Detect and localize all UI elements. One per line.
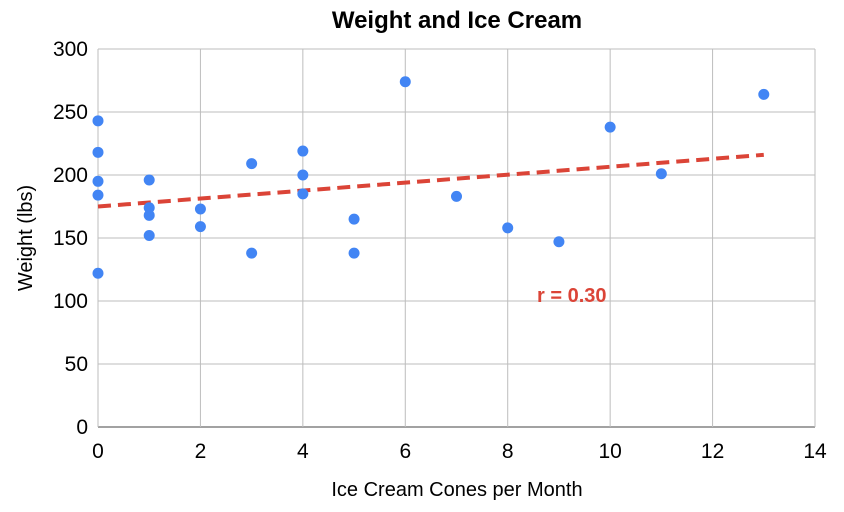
x-tick-label: 14 [803, 440, 827, 463]
data-point [604, 121, 616, 133]
data-point [297, 169, 309, 181]
y-tick-label: 200 [53, 164, 88, 187]
data-point [246, 247, 258, 259]
correlation-annotation: r = 0.30 [537, 285, 607, 307]
x-axis-label: Ice Cream Cones per Month [331, 479, 582, 501]
data-point [194, 221, 206, 233]
data-point [246, 158, 258, 170]
data-points [92, 76, 770, 279]
data-point [399, 76, 411, 88]
y-tick-label: 100 [53, 290, 88, 313]
chart-title: Weight and Ice Cream [332, 7, 582, 34]
data-point [143, 229, 155, 241]
y-tick-label: 150 [53, 227, 88, 250]
data-point [194, 203, 206, 215]
data-point [143, 209, 155, 221]
y-tick-label: 0 [76, 416, 88, 439]
y-tick-label: 250 [53, 101, 88, 124]
x-tick-label: 0 [92, 440, 104, 463]
data-point [655, 168, 667, 180]
x-tick-label: 2 [195, 440, 207, 463]
y-axis-ticks: 0 50 100 150 200 250 300 [53, 38, 88, 439]
data-point [92, 115, 104, 127]
data-point [92, 175, 104, 187]
grid-lines [97, 48, 816, 428]
y-tick-label: 300 [53, 38, 88, 61]
data-point [92, 267, 104, 279]
data-point [553, 236, 565, 248]
x-tick-label: 12 [701, 440, 724, 463]
data-point [348, 247, 360, 259]
y-axis-label: Weight (lbs) [15, 185, 37, 291]
data-point [92, 189, 104, 201]
data-point [348, 213, 360, 225]
x-tick-label: 6 [399, 440, 411, 463]
data-point [297, 145, 309, 157]
data-point [92, 146, 104, 158]
trendline [97, 152, 764, 209]
y-tick-label: 50 [65, 353, 88, 376]
data-point [297, 188, 309, 200]
x-tick-label: 4 [297, 440, 309, 463]
data-point [502, 222, 514, 234]
trendline-group [97, 152, 764, 209]
data-point [143, 202, 155, 214]
data-point [758, 88, 770, 100]
x-tick-label: 8 [502, 440, 514, 463]
data-point [143, 174, 155, 186]
data-point [451, 190, 462, 202]
x-tick-label: 10 [598, 440, 621, 463]
x-axis-ticks: 0 2 4 6 8 10 12 14 [92, 440, 827, 463]
